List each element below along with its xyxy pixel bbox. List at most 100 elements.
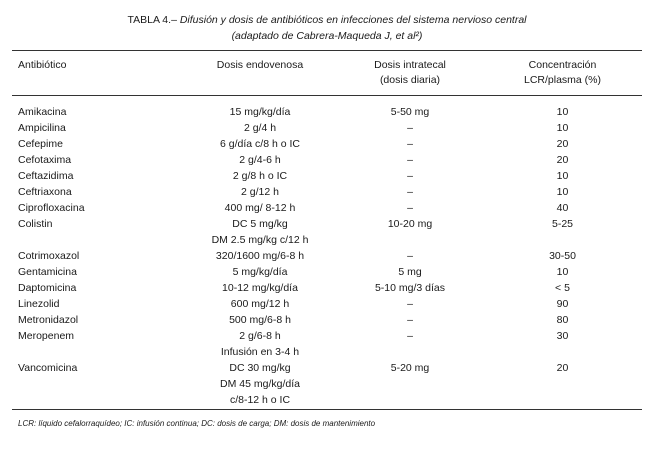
header-intrathecal: Dosis intratecal (dosis diaria) [335,58,485,88]
footnote: LCR: líquido cefalorraquídeo; IC: infusi… [18,419,376,428]
cell-dose: 2 g/12 h [241,186,279,198]
cell-concentration: 5-25 [551,218,573,230]
row-line: Ciprofloxacina 400 mg/ 8-12 h – 40 [0,200,654,216]
table-row: Ampicilina 2 g/4 h – 10 [0,120,654,136]
cell-dose: 2 g/4-6 h [239,154,281,166]
cell-antibiotic: Amikacina [18,106,67,118]
cell-concentration: 20 [556,362,569,374]
cell-dose: DM 45 mg/kg/día [220,378,300,390]
row-line: Ampicilina 2 g/4 h – 10 [0,120,654,136]
row-line: Amikacina 15 mg/kg/día 5-50 mg 10 [0,104,654,120]
cell-intrathecal: 10-20 mg [387,218,433,230]
cell-concentration: 10 [556,170,569,182]
cell-dose: 320/1600 mg/6-8 h [215,250,305,262]
cell-intrathecal: – [407,314,413,326]
cell-dose: 600 mg/12 h [230,298,290,310]
cell-intrathecal: – [407,122,413,134]
cell-concentration: 10 [556,186,569,198]
table-row: Daptomicina 10-12 mg/kg/día 5-10 mg/3 días… [0,280,654,296]
cell-dose: 5 mg/kg/día [232,266,288,278]
table-row: Metronidazol 500 mg/6-8 h – 80 [0,312,654,328]
cell-dose: Infusión en 3-4 h [220,346,300,358]
cell-dose: 500 mg/6-8 h [229,314,291,326]
cell-intrathecal: – [407,250,413,262]
cell-intrathecal: – [407,170,413,182]
cell-concentration: 30-50 [549,250,576,262]
table-row: Cotrimoxazol 320/1600 mg/6-8 h – 30-50 [0,248,654,264]
row-line: Gentamicina 5 mg/kg/día 5 mg 10 [0,264,654,280]
row-line: Ceftriaxona 2 g/12 h – 10 [0,184,654,200]
cell-concentration: 30 [556,330,569,342]
cell-dose: 2 g/4 h [243,122,277,134]
cell-intrathecal: 5-20 mg [390,362,430,374]
cell-antibiotic: Colistin [18,218,53,230]
row-line: Colistin DC 5 mg/kg 10-20 mg 5-25 [0,216,654,232]
table-row: Colistin DC 5 mg/kg 10-20 mg 5-25 DM 2.5 mg/… [0,216,654,248]
header-rule [12,95,642,96]
cell-intrathecal: – [407,330,413,342]
row-line: DM 2.5 mg/kg c/12 h [0,232,654,248]
cell-dose: 2 g/6-8 h [239,330,281,342]
cell-dose: 10-12 mg/kg/día [222,282,298,294]
table-subtitle: (adaptado de Cabrera-Maqueda J, et al²) [231,30,423,42]
cell-concentration: 20 [556,154,569,166]
cell-intrathecal: 5-10 mg/3 días [374,282,446,294]
table-label: TABLA 4.– [127,14,177,26]
cell-dose: DM 2.5 mg/kg c/12 h [211,234,309,246]
header-intrathecal-line2: (dosis diaria) [379,74,441,86]
cell-concentration: 20 [556,138,569,150]
table-row: Ceftriaxona 2 g/12 h – 10 [0,184,654,200]
cell-dose: 6 g/día c/8 h o IC [220,138,300,150]
table-row: Meropenem 2 g/6-8 h – 30 Infusión en 3-4 h [0,328,654,360]
table-row: Cefotaxima 2 g/4-6 h – 20 [0,152,654,168]
top-rule [12,50,642,51]
cell-dose: DC 30 mg/kg [229,362,291,374]
row-line: Cefepime 6 g/día c/8 h o IC – 20 [0,136,654,152]
cell-dose: DC 5 mg/kg [232,218,288,230]
cell-antibiotic: Ampicilina [18,122,66,134]
table-caption: TABLA 4.– Difusión y dosis de antibiótic… [0,12,654,44]
cell-antibiotic: Meropenem [18,330,75,342]
cell-antibiotic: Linezolid [18,298,60,310]
cell-antibiotic: Metronidazol [18,314,79,326]
header-intrathecal-line1: Dosis intratecal [374,59,446,71]
cell-intrathecal: – [407,202,413,214]
cell-concentration: 40 [556,202,569,214]
table-row: Vancomicina DC 30 mg/kg 5-20 mg 20 DM 45 mg/… [0,360,654,408]
cell-antibiotic: Ceftazidima [18,170,74,182]
header-concentration: Concentración LCR/plasma (%) [490,58,635,88]
row-line: Ceftazidima 2 g/8 h o IC – 10 [0,168,654,184]
row-line: Cefotaxima 2 g/4-6 h – 20 [0,152,654,168]
cell-concentration: 10 [556,106,569,118]
table-row: Cefepime 6 g/día c/8 h o IC – 20 [0,136,654,152]
table-row: Amikacina 15 mg/kg/día 5-50 mg 10 [0,104,654,120]
table-row: Ceftazidima 2 g/8 h o IC – 10 [0,168,654,184]
row-line: DM 45 mg/kg/día [0,376,654,392]
table-row: Ciprofloxacina 400 mg/ 8-12 h – 40 [0,200,654,216]
cell-intrathecal: – [407,138,413,150]
cell-dose: 15 mg/kg/día [229,106,291,118]
header-dose: Dosis endovenosa [216,59,304,71]
cell-dose: 400 mg/ 8-12 h [224,202,296,214]
row-line: Meropenem 2 g/6-8 h – 30 [0,328,654,344]
row-line: Cotrimoxazol 320/1600 mg/6-8 h – 30-50 [0,248,654,264]
cell-concentration: 10 [556,122,569,134]
cell-antibiotic: Cefotaxima [18,154,72,166]
cell-intrathecal: – [407,186,413,198]
row-line: Metronidazol 500 mg/6-8 h – 80 [0,312,654,328]
row-line: Vancomicina DC 30 mg/kg 5-20 mg 20 [0,360,654,376]
cell-antibiotic: Vancomicina [18,362,78,374]
caption-line-1: TABLA 4.– Difusión y dosis de antibiótic… [0,12,654,28]
cell-concentration: 90 [556,298,569,310]
cell-antibiotic: Ceftriaxona [18,186,72,198]
bottom-rule [12,409,642,410]
header-concentration-line1: Concentración [528,59,597,71]
cell-antibiotic: Gentamicina [18,266,77,278]
row-line: c/8-12 h o IC [0,392,654,408]
table-body: Amikacina 15 mg/kg/día 5-50 mg 10 Ampicilina… [0,104,654,408]
cell-dose: c/8-12 h o IC [229,394,291,406]
row-line: Linezolid 600 mg/12 h – 90 [0,296,654,312]
cell-intrathecal: 5-50 mg [390,106,430,118]
cell-concentration: < 5 [555,282,570,294]
table-title: Difusión y dosis de antibióticos en infe… [179,14,527,26]
